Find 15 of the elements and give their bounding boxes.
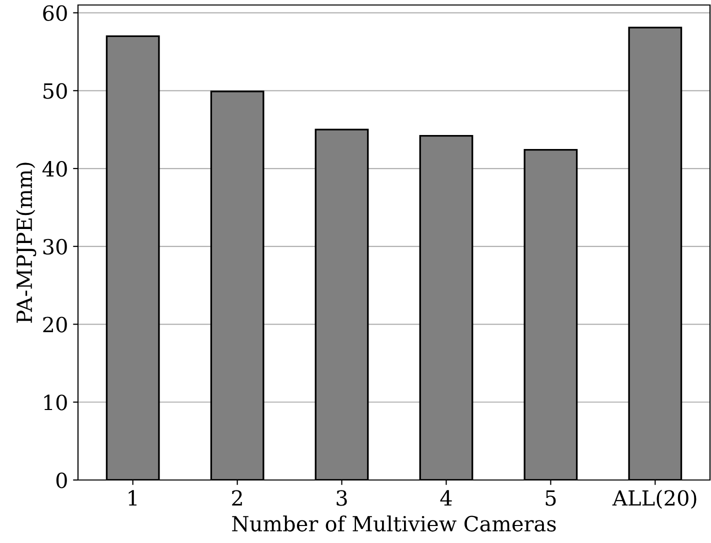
y-tick-label: 0	[56, 472, 67, 488]
y-tick-label: 30	[43, 238, 67, 255]
x-tick-label: 2	[232, 490, 242, 506]
y-tick-label: 20	[43, 316, 67, 332]
y-tick-label: 40	[42, 160, 67, 177]
y-tick-label: 10	[44, 394, 67, 410]
x-tick-label: 5	[546, 490, 556, 506]
x-axis-title: Number of Multiview Cameras	[232, 515, 556, 532]
y-tick-label: 50	[44, 83, 67, 99]
y-axis-title: PA-MPJPE(mm)	[16, 162, 36, 323]
y-tick-label: 60	[43, 5, 67, 21]
x-tick-label: 4	[440, 490, 452, 506]
x-tick-label: 1	[128, 490, 137, 506]
x-tick-label: ALL(20)	[612, 490, 696, 509]
x-tick-label: 3	[336, 490, 347, 506]
